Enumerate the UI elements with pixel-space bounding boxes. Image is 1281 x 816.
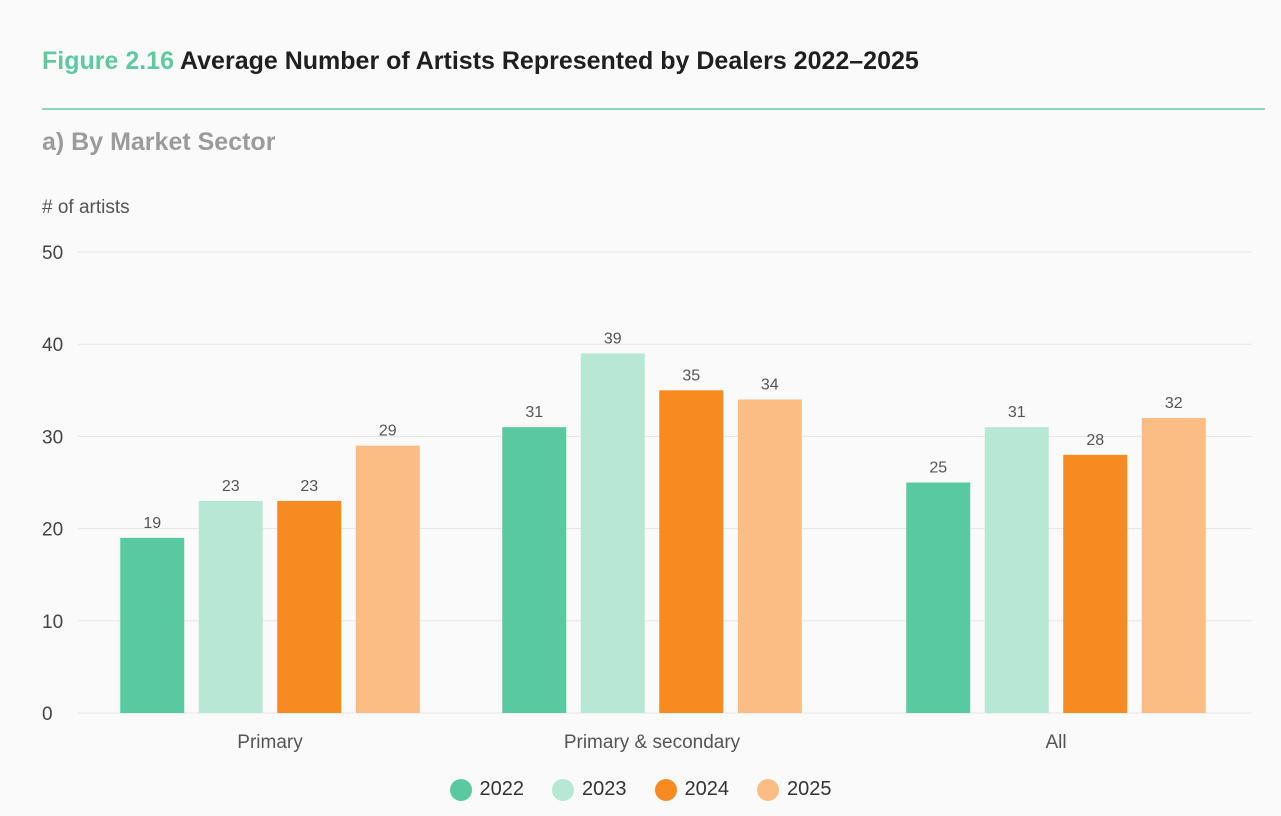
figure-title: Figure 2.16 Average Number of Artists Re… — [42, 47, 919, 76]
legend-swatch — [449, 778, 472, 801]
legend-label: 2022 — [479, 778, 525, 800]
data-label: 31 — [1008, 404, 1026, 421]
legend-item: 2023 — [552, 778, 627, 801]
y-tick-label: 40 — [42, 335, 63, 356]
data-label: 32 — [1165, 395, 1183, 412]
bar — [659, 390, 724, 713]
data-label: 28 — [1086, 432, 1104, 449]
bar — [1063, 454, 1128, 713]
bar — [502, 427, 567, 713]
x-tick-label: Primary & secondary — [564, 732, 741, 753]
x-tick-label: Primary — [237, 732, 303, 753]
legend-swatch — [654, 778, 677, 801]
bar — [580, 353, 645, 713]
title-divider — [42, 108, 1265, 110]
chart-subtitle: a) By Market Sector — [42, 128, 276, 156]
data-label: 29 — [379, 423, 397, 440]
data-label: 19 — [143, 515, 161, 532]
legend-item: 2022 — [449, 778, 525, 801]
bar-chart: 0 10 20 30 40 50 19 23 23 29 Primary 31 39 35 34 Primar… — [42, 243, 1252, 753]
y-tick-label: 10 — [42, 612, 63, 633]
y-tick-label: 50 — [42, 243, 63, 264]
x-tick-label: All — [1045, 732, 1066, 753]
legend-item: 2024 — [654, 778, 730, 801]
bar — [277, 500, 342, 713]
legend-swatch — [757, 778, 779, 801]
chart-legend: 2022 2023 2024 2025 — [0, 778, 1281, 801]
bar — [355, 445, 420, 713]
data-label: 34 — [761, 377, 779, 394]
bar — [906, 482, 971, 713]
data-label: 23 — [300, 478, 318, 495]
legend-swatch — [552, 778, 574, 801]
data-label: 23 — [222, 478, 240, 495]
figure-number: Figure 2.16 — [42, 47, 174, 75]
legend-item: 2025 — [757, 778, 832, 801]
y-axis-label: # of artists — [42, 197, 130, 218]
bar — [120, 537, 185, 713]
legend-label: 2024 — [684, 778, 730, 800]
data-label: 35 — [682, 367, 700, 384]
data-label: 25 — [929, 460, 947, 477]
legend-label: 2023 — [582, 778, 627, 800]
data-label: 31 — [525, 404, 543, 421]
y-tick-label: 20 — [42, 520, 63, 541]
figure-title-text: Average Number of Artists Represented by… — [180, 47, 919, 75]
y-tick-label: 30 — [42, 427, 63, 448]
bar — [198, 500, 263, 713]
bar — [1141, 417, 1206, 713]
bar — [737, 399, 802, 713]
legend-label: 2025 — [787, 778, 832, 800]
data-label: 39 — [604, 330, 622, 347]
bar — [984, 427, 1049, 713]
y-tick-label: 0 — [42, 704, 53, 725]
